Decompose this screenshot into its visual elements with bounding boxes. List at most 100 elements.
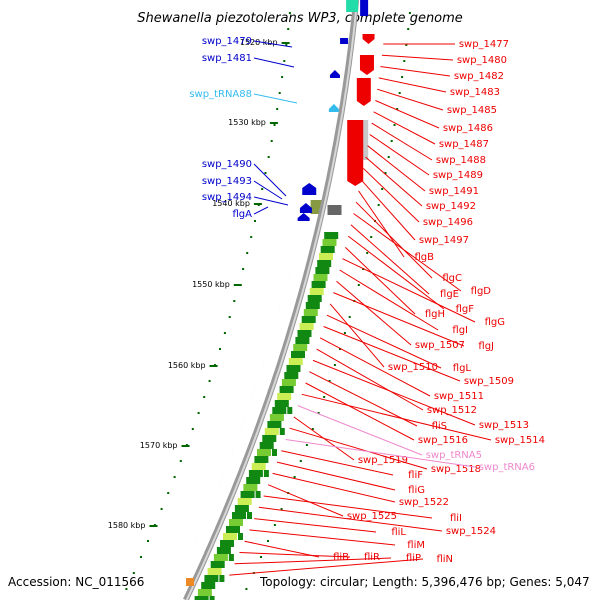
tick-left <box>179 460 182 462</box>
right-label-connector <box>336 280 412 346</box>
right-gene-label: flgB <box>414 252 434 263</box>
right-gene-label: swp_1492 <box>426 201 476 212</box>
tick-right <box>245 588 248 590</box>
right-label-connector <box>371 122 433 161</box>
scale-label: 1580 kbp <box>108 521 146 530</box>
right-label-connector <box>350 224 430 295</box>
right-label-connector <box>301 393 492 441</box>
conservation-block <box>234 505 249 512</box>
right-gene-label: fliR <box>364 552 380 563</box>
conservation-block <box>213 554 228 561</box>
conservation-block <box>272 407 287 414</box>
tick-right <box>260 556 262 558</box>
conservation-block <box>320 246 335 253</box>
right-gene-label: flgI <box>452 325 468 336</box>
forward-gene-arrow <box>302 183 317 195</box>
conservation-block <box>305 302 320 309</box>
right-gene-label: swp_1487 <box>439 139 489 150</box>
right-label-connector <box>375 100 440 129</box>
reverse-gene-arrow <box>359 55 374 75</box>
conservation-block <box>257 449 271 456</box>
conservation-block <box>279 386 294 393</box>
right-label-connector <box>234 557 392 565</box>
right-gene-label: flgE <box>440 289 459 300</box>
tick-left <box>246 252 249 254</box>
scale-tick <box>233 284 242 286</box>
right-gene-label: swp_1518 <box>431 464 481 475</box>
conservation-block <box>238 533 243 540</box>
tick-right <box>390 140 393 142</box>
right-label-connector <box>369 133 430 176</box>
reverse-gene-arrow <box>347 120 364 186</box>
tick-left <box>276 108 279 110</box>
tick-right <box>408 12 411 14</box>
forward-gene-arrow <box>329 70 340 78</box>
left-label-connector <box>253 196 289 206</box>
right-gene-label: swp_1516 <box>418 435 468 446</box>
right-label-connector <box>297 405 423 456</box>
tick-right <box>339 348 341 350</box>
forward-gene-arrow <box>299 203 312 213</box>
right-label-connector <box>281 450 394 476</box>
tick-left <box>203 396 206 398</box>
conservation-block <box>322 239 337 246</box>
conservation-block <box>299 323 314 330</box>
left-label-connector <box>253 163 287 197</box>
right-gene-label: swp_1477 <box>459 39 509 50</box>
right-gene-label: fliS <box>432 421 447 432</box>
right-gene-label: swp_1511 <box>434 391 484 402</box>
right-gene-label: fliB <box>333 552 349 563</box>
left-label-connector <box>253 57 295 68</box>
conservation-block <box>277 393 292 400</box>
tick-right <box>384 172 387 174</box>
conservation-block <box>274 400 289 407</box>
left-gene-label: swp_1481 <box>202 53 252 64</box>
tick-left <box>147 540 149 542</box>
left-gene-label: flgA <box>233 209 253 220</box>
scale-tick <box>149 525 158 527</box>
tick-right <box>311 428 314 430</box>
right-gene-label: fliI <box>450 513 462 524</box>
right-label-connector <box>312 359 476 426</box>
scale-ticks <box>125 12 411 590</box>
right-gene-label: swp_1525 <box>347 511 397 522</box>
conservation-block <box>315 267 330 274</box>
right-label-connector <box>239 552 351 558</box>
right-label-connector <box>276 461 396 491</box>
tick-left <box>288 12 291 14</box>
conservation-block <box>248 470 263 477</box>
right-gene-label: flgJ <box>478 341 494 352</box>
conservation-block <box>243 484 258 491</box>
conservation-block <box>288 358 303 365</box>
conservation-block <box>281 379 296 386</box>
conservation-block <box>237 498 252 505</box>
tick-right <box>396 108 399 110</box>
tick-right <box>293 476 296 478</box>
conservation-block <box>246 477 261 484</box>
tick-left <box>140 556 142 558</box>
right-gene-label: fliM <box>407 540 425 551</box>
right-label-connector <box>362 167 420 223</box>
right-gene-label: swp_1482 <box>454 71 504 82</box>
conservation-block <box>228 554 234 561</box>
tick-right <box>357 284 360 286</box>
left-gene-label: swp_1479 <box>202 36 252 47</box>
right-gene-label: fliL <box>391 527 406 538</box>
conservation-block <box>207 568 222 575</box>
gene-block-orange <box>186 578 195 586</box>
right-label-connector <box>333 292 465 347</box>
right-label-connector <box>319 337 431 397</box>
scale-tick <box>181 445 190 447</box>
tick-right <box>273 524 276 526</box>
conservation-block <box>293 344 308 351</box>
tick-right <box>328 380 331 382</box>
left-label-connector <box>253 180 283 200</box>
scale-tick <box>253 203 262 205</box>
right-label-connector <box>342 258 476 323</box>
tick-right <box>348 316 351 318</box>
tick-left <box>264 172 267 174</box>
gene-features <box>172 0 375 600</box>
scale-label: 1570 kbp <box>140 441 178 450</box>
forward-gene-arrow <box>297 213 310 221</box>
